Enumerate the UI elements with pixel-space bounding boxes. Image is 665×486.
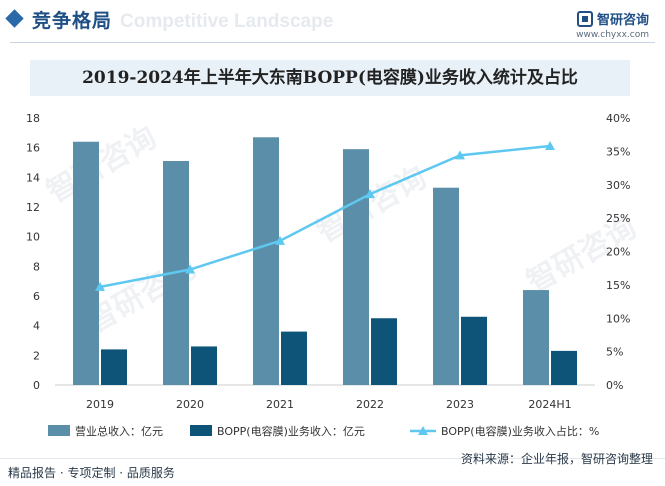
legend-marker-bopp-share <box>418 426 428 435</box>
x-tick-label: 2023 <box>446 398 474 411</box>
brand-url: www.chyxx.com <box>576 30 649 40</box>
y-tick-label: 18 <box>26 112 40 125</box>
section-title: 竞争格局 <box>32 10 113 32</box>
line-point-bopp-share <box>275 235 285 245</box>
x-tick-label: 2024H1 <box>528 398 571 411</box>
y-tick-label: 16 <box>26 142 40 155</box>
bar-bopp-revenue <box>281 331 307 385</box>
footer-divider <box>0 458 665 459</box>
y2-tick-label: 0% <box>606 379 623 392</box>
x-tick-label: 2019 <box>86 398 114 411</box>
line-bopp-share <box>99 144 551 289</box>
bar-total-revenue <box>73 141 99 385</box>
y2-tick-label: 40% <box>606 112 630 125</box>
bar-total-revenue <box>343 149 369 385</box>
y2-tick-label: 20% <box>606 246 630 259</box>
y2-tick-label: 30% <box>606 179 630 192</box>
y-tick-label: 4 <box>33 320 40 333</box>
source-note: 资料来源：企业年报，智研咨询整理 <box>460 452 653 466</box>
bar-bopp-revenue <box>101 349 127 385</box>
y2-tick-label: 10% <box>606 312 630 325</box>
y2-tick-label: 15% <box>606 279 630 292</box>
x-tick-label: 2022 <box>356 398 384 411</box>
footer-tagline: 精品报告 · 专项定制 · 品质服务 <box>8 466 175 480</box>
y2-tick-label: 25% <box>606 212 630 225</box>
x-tick-label: 2020 <box>176 398 204 411</box>
bar-bopp-revenue <box>551 350 577 385</box>
legend-label-total-revenue: 营业总收入：亿元 <box>75 424 163 438</box>
line-point-bopp-share <box>95 281 105 291</box>
y-tick-label: 2 <box>33 349 40 362</box>
brand-logo-icon <box>576 10 593 27</box>
header-divider <box>10 42 655 43</box>
bar-bopp-revenue <box>191 346 217 385</box>
bar-bopp-revenue <box>461 316 487 385</box>
bar-total-revenue <box>433 187 459 385</box>
legend-label-bopp-revenue: BOPP(电容膜)业务收入：亿元 <box>217 424 365 438</box>
legend-swatch-total-revenue <box>48 425 70 436</box>
bar-total-revenue <box>253 137 279 385</box>
bar-total-revenue <box>523 290 549 385</box>
header: 竞争格局 Competitive Landscape 智研咨询 www.chyx… <box>0 0 665 44</box>
bar-bopp-revenue <box>371 318 397 385</box>
line-point-bopp-share <box>365 189 375 199</box>
y-tick-label: 12 <box>26 201 40 214</box>
y-tick-label: 14 <box>26 171 40 184</box>
legend-swatch-bopp-revenue <box>190 425 212 436</box>
brand-name: 智研咨询 <box>596 13 649 28</box>
chart-title-band: 2019-2024年上半年大东南BOPP(电容膜)业务收入统计及占比 <box>30 60 630 96</box>
y2-tick-label: 5% <box>606 346 623 359</box>
chart-title: 2019-2024年上半年大东南BOPP(电容膜)业务收入统计及占比 <box>82 68 578 88</box>
y-tick-label: 8 <box>33 260 40 273</box>
legend-label-bopp-share: BOPP(电容膜)业务收入占比：% <box>441 424 599 438</box>
header-watermark: Competitive Landscape <box>120 11 334 32</box>
line-point-bopp-share <box>545 141 555 151</box>
y2-tick-label: 35% <box>606 145 630 158</box>
y-tick-label: 0 <box>33 379 40 392</box>
line-point-bopp-share <box>185 264 195 274</box>
x-tick-label: 2021 <box>266 398 294 411</box>
y-tick-label: 10 <box>26 231 40 244</box>
y-tick-label: 6 <box>33 290 40 303</box>
line-point-bopp-share <box>455 150 465 160</box>
brand: 智研咨询 www.chyxx.com <box>576 8 649 40</box>
